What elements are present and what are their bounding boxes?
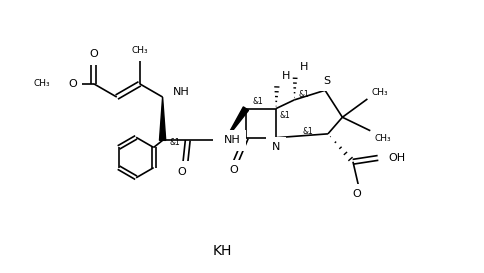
- Polygon shape: [159, 97, 166, 140]
- Text: KH: KH: [213, 244, 232, 258]
- Text: &1: &1: [303, 127, 314, 136]
- Text: OH: OH: [389, 153, 406, 163]
- Text: CH₃: CH₃: [371, 88, 388, 97]
- Text: &1: &1: [170, 138, 181, 147]
- Text: O: O: [177, 167, 186, 177]
- Text: O: O: [68, 79, 76, 89]
- Text: CH₃: CH₃: [33, 79, 50, 88]
- Text: NH: NH: [173, 87, 190, 97]
- Text: O: O: [352, 189, 361, 200]
- Text: &1: &1: [253, 97, 263, 106]
- Text: &1: &1: [298, 90, 309, 99]
- Text: &1: &1: [280, 111, 290, 120]
- Text: CH₃: CH₃: [131, 46, 148, 55]
- Text: NH: NH: [224, 135, 240, 145]
- Polygon shape: [225, 107, 249, 140]
- Text: H: H: [282, 71, 290, 81]
- Text: H: H: [300, 62, 308, 72]
- Text: O: O: [229, 165, 238, 176]
- Text: CH₃: CH₃: [374, 133, 391, 143]
- Text: S: S: [323, 76, 331, 86]
- Text: O: O: [90, 49, 98, 59]
- Text: N: N: [272, 142, 280, 152]
